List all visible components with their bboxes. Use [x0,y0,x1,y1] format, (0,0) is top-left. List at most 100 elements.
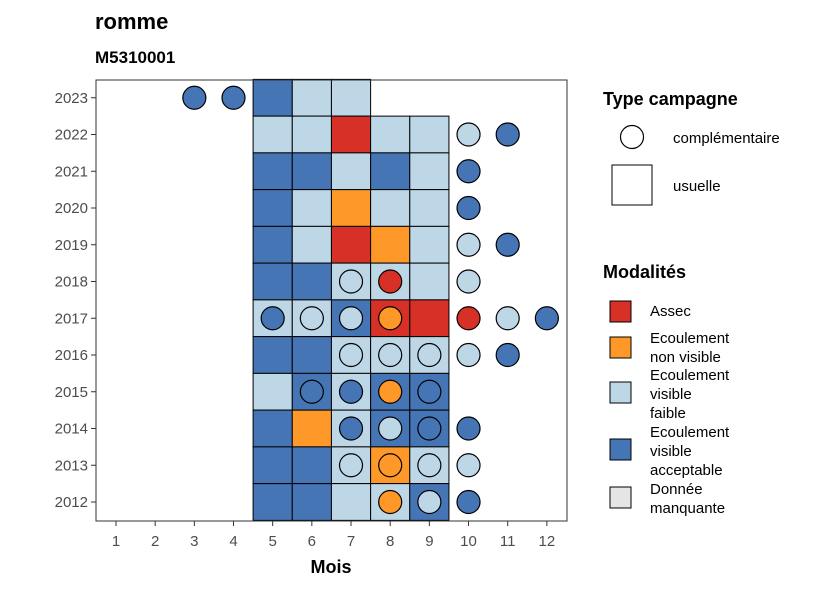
point-2023-4 [221,85,246,110]
point-2020-10 [456,195,481,221]
legend-key-modalite [609,336,632,359]
y-axis: 2012 2013 2014 2015 2016 2017 2018 2019 2020 2021… [55,90,96,511]
point-2017-7 [338,306,364,331]
point-2017-8 [378,306,403,331]
plot-area [95,78,568,522]
point-2015-7 [338,379,364,404]
tile-2021-6 [291,152,332,191]
tile-2022-5 [252,115,293,154]
legend-label-modalite: non visible [650,349,721,366]
chart-title: romme [95,9,168,34]
tile-2013-5 [252,446,293,485]
legend-label-modalite: Donnée [650,481,703,498]
point-2017-5 [260,306,285,331]
tile-2022-9 [409,115,450,154]
point-2016-9 [417,342,442,368]
tile-2018-9 [409,262,450,301]
tile-2014-6 [291,409,332,448]
legend-label-type: complémentaire [673,130,780,147]
x-tick-label: 4 [229,533,237,550]
point-2013-10 [456,453,481,478]
tile-2022-8 [370,115,411,154]
legend-label-type: usuelle [673,178,721,195]
legend-key-circle [619,124,645,150]
legend-label-modalite: visible [650,443,692,460]
tile-2019-8 [370,225,411,264]
x-tick-label: 1 [112,533,120,550]
point-2018-7 [338,269,364,294]
tile-2023-5 [252,78,293,117]
tile-2019-9 [409,225,450,264]
legend-title-type: Type campagne [603,89,738,109]
legend-label-modalite: Assec [650,303,691,320]
tile-2021-8 [370,152,411,191]
point-2012-10 [456,489,481,515]
plot-border [95,79,568,522]
point-2015-8 [378,379,403,404]
tile-2023-7 [330,78,372,117]
x-tick-label: 6 [308,533,316,550]
point-2012-9 [417,489,442,515]
point-2015-6 [299,379,324,404]
x-tick-label: 12 [539,533,556,550]
point-2023-3 [182,85,207,110]
point-2014-10 [456,416,481,441]
point-2014-8 [378,416,403,441]
y-tick-label: 2017 [55,310,88,327]
y-tick-label: 2021 [55,163,88,180]
tile-2022-6 [291,115,332,154]
tile-2022-7 [330,115,372,154]
chart-subtitle: M5310001 [95,48,175,67]
point-2014-9 [417,416,442,441]
point-2019-11 [495,232,520,257]
x-axis: 1 2 3 4 5 6 7 8 9 10 11 12 [112,521,555,550]
tile-2017-9 [409,299,450,338]
tile-2015-5 [252,372,293,411]
legend-label-modalite: Ecoulement [650,330,730,347]
point-2016-7 [338,342,364,368]
legend-key-modalite [609,300,632,323]
point-2017-6 [299,306,324,331]
y-tick-label: 2018 [55,274,88,291]
point-2021-10 [456,159,481,184]
point-2013-8 [378,453,403,478]
point-2017-10 [456,306,481,331]
point-2016-11 [495,342,520,368]
tile-2020-6 [291,189,332,227]
y-tick-label: 2022 [55,127,88,144]
tile-2012-6 [291,483,332,521]
y-tick-label: 2016 [55,347,88,364]
tile-2021-9 [409,152,450,191]
point-2012-8 [378,489,403,515]
point-2016-8 [378,342,403,368]
point-2014-7 [338,416,364,441]
legend-key-modalite [609,381,632,404]
tile-2013-6 [291,446,332,485]
y-tick-label: 2014 [55,421,88,438]
point-2013-9 [417,453,442,478]
tile-2023-6 [291,78,332,117]
tile-2014-5 [252,409,293,448]
tile-2018-6 [291,262,332,301]
tile-2019-7 [330,225,372,264]
point-2016-10 [456,342,481,368]
legend-title-modalites: Modalités [603,262,686,282]
legend-key-modalite [609,438,632,461]
x-tick-label: 3 [190,533,198,550]
point-2017-12 [534,306,559,331]
tile-2020-9 [409,189,450,227]
tile-2020-5 [252,189,293,227]
tile-2021-7 [330,152,372,191]
tile-2020-8 [370,189,411,227]
point-2017-11 [495,306,520,331]
y-tick-label: 2012 [55,494,88,511]
point-2022-11 [495,122,520,147]
legend-label-modalite: visible [650,386,692,403]
tile-2016-6 [291,336,332,374]
legend-label-modalite: Ecoulement [650,367,730,384]
tile-2019-6 [291,225,332,264]
x-axis-title: Mois [310,557,351,577]
y-tick-label: 2023 [55,90,88,107]
legend-label-modalite: manquante [650,500,725,517]
